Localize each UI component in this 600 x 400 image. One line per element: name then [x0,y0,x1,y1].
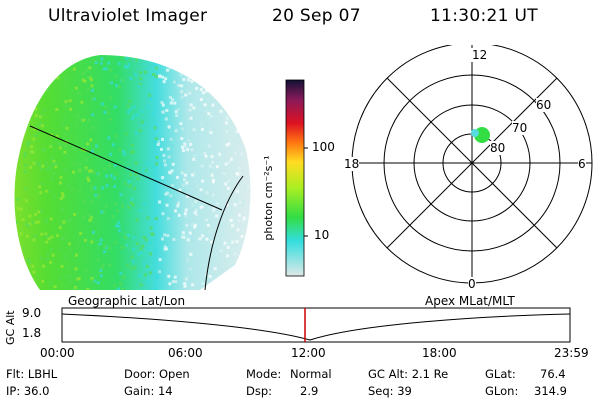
glon-label: GLon: [485,384,519,398]
time-tick-0000: 00:00 [40,346,75,360]
ip-readout: IP: 36.0 [6,384,50,398]
timeline-frame [61,307,571,343]
mlt-label-18: 18 [344,157,360,171]
mode-label: Mode: [246,367,282,381]
dsp-value: 2.9 [300,384,319,398]
time-tick-1800: 18:00 [422,346,457,360]
geo-latlon-label: Geographic Lat/Lon [68,294,186,308]
color-bar [285,79,305,277]
colorbar-tick-100: 100 [312,140,335,154]
lat-label-80: 80 [490,141,506,155]
polar-plot [351,45,593,284]
door-readout: Door: Open [124,367,190,381]
time-label: 11:30:21 UT [430,6,538,26]
glat-label: GLat: [485,367,516,381]
mlt-label-0: 0 [468,277,476,291]
lat-label-60: 60 [536,98,552,112]
y-tick-9: 9.0 [22,306,42,320]
seq-readout: Seq: 39 [368,384,412,398]
filter-readout: Flt: LBHL [6,367,58,381]
terminator-line [29,125,223,211]
mlt-label-6: 6 [578,157,586,171]
gc-alt-readout: GC Alt: 2.1 Re [368,367,449,381]
colorbar-tick-10: 10 [314,228,330,242]
earth-image [14,55,251,290]
dsp-label: Dsp: [246,384,273,398]
y-tick-1.8: 1.8 [22,326,42,340]
glat-value: 76.4 [540,367,566,381]
time-tick-0600: 06:00 [168,346,203,360]
gc-alt-axis-label: GC Alt [4,310,17,345]
lat-label-70: 70 [512,121,528,135]
time-tick-2359: 23:59 [554,346,589,360]
altitude-curve [61,313,571,341]
date-label: 20 Sep 07 [272,6,361,26]
color-scale: photon cm⁻²s⁻¹ [262,79,308,277]
mode-value: Normal [290,367,332,381]
instrument-title: Ultraviolet Imager [48,6,208,26]
time-tick-1200: 12:00 [291,346,326,360]
limb-arc [204,175,244,290]
gain-readout: Gain: 14 [124,384,173,398]
apex-mlat-label: Apex MLat/MLT [425,294,515,308]
glon-value: 314.9 [534,384,567,398]
mlt-label-12: 12 [471,48,489,62]
orbit-timeline [61,307,571,343]
aurora-spot-fringe [471,129,479,137]
colorbar-unit: photon cm⁻²s⁻¹ [262,155,275,240]
